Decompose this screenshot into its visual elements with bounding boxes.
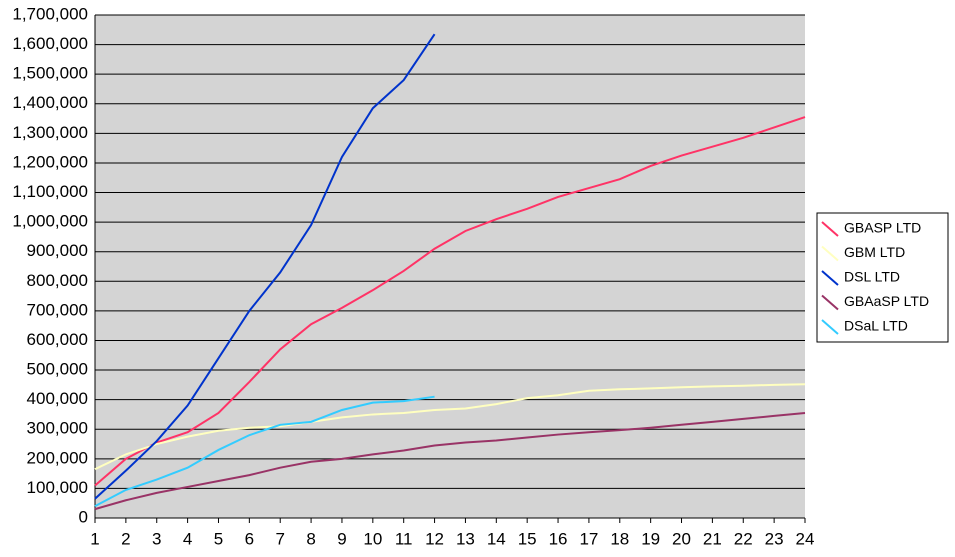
x-tick-label: 11 xyxy=(395,529,413,548)
legend-box xyxy=(816,212,949,343)
x-tick-label: 9 xyxy=(337,529,346,548)
x-tick-label: 13 xyxy=(456,529,475,548)
x-tick-label: 1 xyxy=(90,529,99,548)
y-tick-label: 1,600,000 xyxy=(12,34,88,53)
x-tick-label: 14 xyxy=(487,529,506,548)
x-tick-label: 2 xyxy=(121,529,130,548)
x-tick-label: 24 xyxy=(796,529,815,548)
x-tick-label: 3 xyxy=(152,529,161,548)
x-tick-label: 5 xyxy=(214,529,223,548)
y-tick-label: 600,000 xyxy=(27,330,88,349)
legend-swatch xyxy=(821,221,839,237)
x-tick-label: 15 xyxy=(518,529,537,548)
x-tick-label: 23 xyxy=(765,529,784,548)
series-line xyxy=(94,383,806,471)
x-tick-label: 8 xyxy=(306,529,315,548)
y-tick-label: 300,000 xyxy=(27,419,88,438)
y-tick-label: 1,500,000 xyxy=(12,64,88,83)
y-tick-label: 400,000 xyxy=(27,389,88,408)
plot-area xyxy=(95,15,805,518)
x-tick-label: 12 xyxy=(425,529,444,548)
y-tick-label: 200,000 xyxy=(27,448,88,467)
x-tick-label: 16 xyxy=(549,529,568,548)
x-tick-label: 21 xyxy=(703,529,722,548)
y-tick-label: 1,100,000 xyxy=(12,182,88,201)
y-tick-label: 1,000,000 xyxy=(12,212,88,231)
legend-label: GBM LTD xyxy=(844,244,905,260)
x-tick-label: 22 xyxy=(734,529,753,548)
series-line xyxy=(94,116,806,487)
legend-swatch xyxy=(821,294,839,311)
legend-swatch xyxy=(821,245,839,262)
x-tick-label: 17 xyxy=(579,529,598,548)
x-tick-label: 6 xyxy=(245,529,254,548)
x-tick-label: 4 xyxy=(183,529,192,548)
x-tick-label: 18 xyxy=(610,529,629,548)
legend-swatch xyxy=(821,319,839,335)
series-line xyxy=(94,411,806,511)
legend-label: GBASP LTD xyxy=(844,220,921,236)
y-tick-label: 500,000 xyxy=(27,360,88,379)
y-tick-label: 1,300,000 xyxy=(12,123,88,142)
series-line xyxy=(94,33,436,500)
y-tick-label: 700,000 xyxy=(27,300,88,319)
y-tick-label: 0 xyxy=(79,507,88,526)
legend-label: DSL LTD xyxy=(844,269,900,285)
y-tick-label: 1,400,000 xyxy=(12,93,88,112)
y-tick-label: 100,000 xyxy=(27,478,88,497)
x-tick-label: 7 xyxy=(275,529,284,548)
legend-label: DSaL LTD xyxy=(844,318,908,334)
series-line xyxy=(94,395,435,508)
legend-swatch xyxy=(821,270,839,286)
y-tick-label: 1,200,000 xyxy=(12,152,88,171)
x-tick-label: 10 xyxy=(363,529,382,548)
x-tick-label: 20 xyxy=(672,529,691,548)
y-tick-label: 1,700,000 xyxy=(12,4,88,23)
y-tick-label: 900,000 xyxy=(27,241,88,260)
legend: GBASP LTD GBM LTD DSL LTD GBAaSP LTD DSaL LT… xyxy=(816,212,949,343)
y-tick-label: 800,000 xyxy=(27,271,88,290)
legend-label: GBAaSP LTD xyxy=(844,293,929,309)
x-tick-label: 19 xyxy=(641,529,660,548)
